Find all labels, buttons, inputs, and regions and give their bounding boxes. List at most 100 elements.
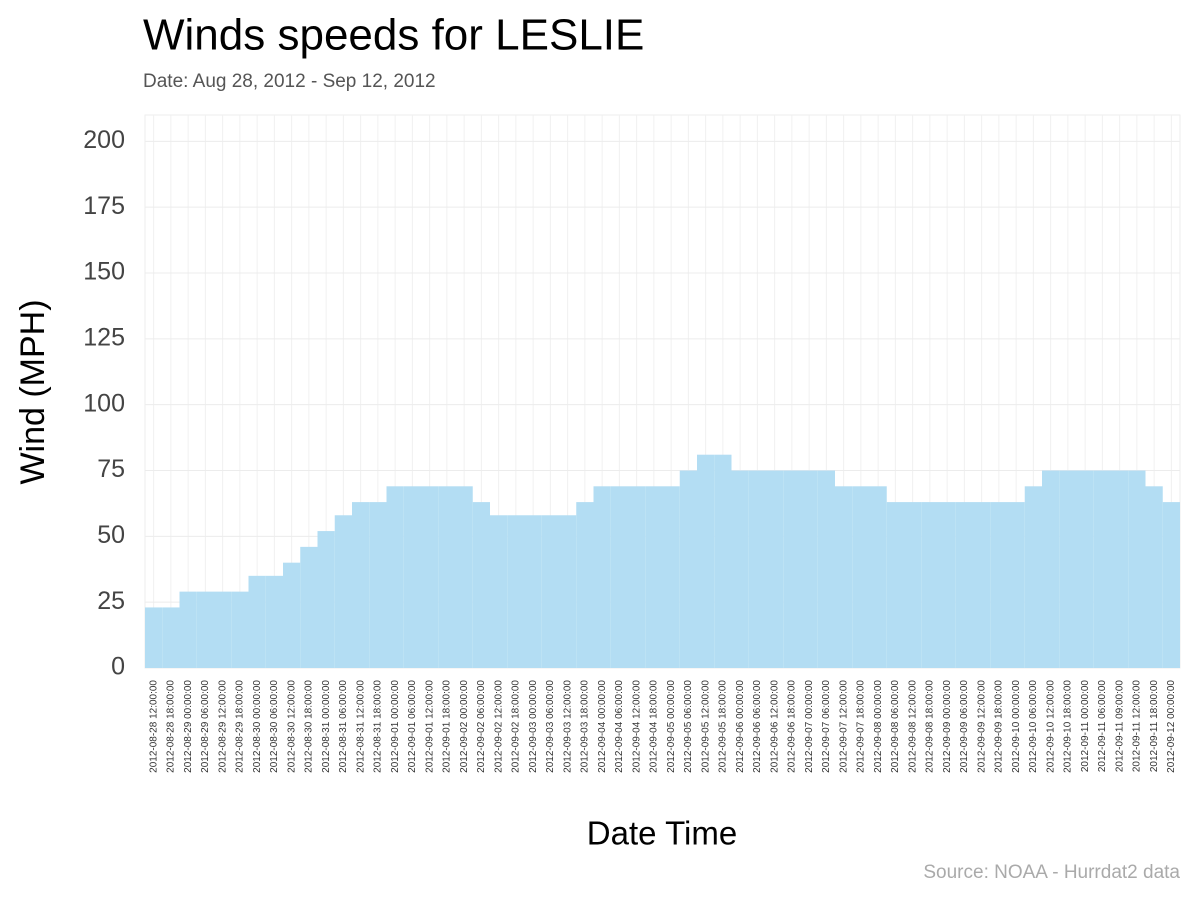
bar [1093, 470, 1111, 668]
bar [938, 502, 956, 668]
bar [1128, 470, 1146, 668]
y-tick-label: 25 [97, 587, 125, 615]
x-tick-label: 2012-09-12 00:00:00 [1166, 680, 1177, 773]
bar [162, 607, 180, 668]
bar [645, 486, 663, 668]
bar [369, 502, 387, 668]
y-tick-label: 0 [111, 653, 125, 681]
x-tick-label: 2012-09-03 06:00:00 [545, 680, 556, 773]
x-tick-label: 2012-09-05 00:00:00 [666, 680, 677, 773]
bar [1024, 486, 1042, 668]
bar [748, 470, 766, 668]
bar [265, 575, 283, 668]
bar [714, 454, 732, 668]
bar [886, 502, 904, 668]
x-tick-label: 2012-09-01 12:00:00 [424, 680, 435, 773]
x-tick-label: 2012-08-31 06:00:00 [338, 680, 349, 773]
x-tick-label: 2012-08-30 00:00:00 [252, 680, 263, 773]
bar [145, 607, 163, 668]
x-tick-label: 2012-09-04 12:00:00 [631, 680, 642, 773]
x-tick-label: 2012-08-30 06:00:00 [269, 680, 280, 773]
bar [1111, 470, 1129, 668]
bar [386, 486, 404, 668]
x-tick-label: 2012-09-07 06:00:00 [821, 680, 832, 773]
bar [283, 562, 301, 668]
bar [697, 454, 715, 668]
bar [438, 486, 456, 668]
x-tick-label: 2012-08-31 12:00:00 [355, 680, 366, 773]
x-tick-label: 2012-09-07 12:00:00 [838, 680, 849, 773]
x-tick-label: 2012-09-05 06:00:00 [683, 680, 694, 773]
bar [317, 531, 335, 668]
bar [817, 470, 835, 668]
bar [1007, 502, 1025, 668]
x-tick-label: 2012-09-03 12:00:00 [562, 680, 573, 773]
bar [231, 591, 249, 668]
bar [1162, 502, 1180, 668]
x-tick-label: 2012-09-11 09:00:00 [1114, 680, 1125, 773]
bar [179, 591, 197, 668]
x-tick-label: 2012-09-02 18:00:00 [511, 680, 522, 773]
bar [800, 470, 818, 668]
x-tick-label: 2012-09-08 18:00:00 [925, 680, 936, 773]
x-tick-label: 2012-09-06 18:00:00 [787, 680, 798, 773]
bar [541, 515, 559, 668]
bar [1059, 470, 1077, 668]
x-tick-label: 2012-09-10 18:00:00 [1063, 680, 1074, 773]
x-tick-label: 2012-09-09 00:00:00 [942, 680, 953, 773]
bar [1145, 486, 1163, 668]
y-tick-label: 200 [83, 126, 125, 154]
x-tick-label: 2012-09-10 00:00:00 [1011, 680, 1022, 773]
x-tick-label: 2012-08-28 12:00:00 [148, 680, 159, 773]
x-tick-label: 2012-09-11 06:00:00 [1097, 680, 1108, 773]
bar [490, 515, 508, 668]
chart-title: Winds speeds for LESLIE [143, 11, 644, 60]
bar [455, 486, 473, 668]
bar [610, 486, 628, 668]
bar [1076, 470, 1094, 668]
bar [1042, 470, 1060, 668]
bar [334, 515, 352, 668]
bar [904, 502, 922, 668]
x-tick-label: 2012-09-04 06:00:00 [614, 680, 625, 773]
y-tick-label: 175 [83, 192, 125, 220]
y-tick-label: 100 [83, 389, 125, 417]
x-tick-label: 2012-09-02 12:00:00 [493, 680, 504, 773]
x-tick-label: 2012-09-02 06:00:00 [476, 680, 487, 773]
x-tick-label: 2012-09-07 00:00:00 [804, 680, 815, 773]
bar [248, 575, 266, 668]
x-tick-label: 2012-09-09 06:00:00 [959, 680, 970, 773]
bar [524, 515, 542, 668]
bar [507, 515, 525, 668]
bar [766, 470, 784, 668]
bar [973, 502, 991, 668]
source-note: Source: NOAA - Hurrdat2 data [923, 862, 1180, 883]
x-tick-label: 2012-09-05 12:00:00 [700, 680, 711, 773]
x-tick-label: 2012-08-30 12:00:00 [286, 680, 297, 773]
x-tick-label: 2012-08-29 06:00:00 [200, 680, 211, 773]
x-tick-label: 2012-09-08 00:00:00 [873, 680, 884, 773]
x-tick-label: 2012-09-07 18:00:00 [856, 680, 867, 773]
bar [576, 502, 594, 668]
bar [731, 470, 749, 668]
bar [593, 486, 611, 668]
bar [955, 502, 973, 668]
bar [300, 546, 318, 668]
bar [869, 486, 887, 668]
x-tick-label: 2012-09-04 18:00:00 [649, 680, 660, 773]
bar [990, 502, 1008, 668]
x-tick-label: 2012-09-11 18:00:00 [1149, 680, 1160, 773]
x-tick-label: 2012-09-10 12:00:00 [1045, 680, 1056, 773]
y-tick-label: 50 [97, 521, 125, 549]
x-tick-label: 2012-09-08 06:00:00 [890, 680, 901, 773]
x-tick-label: 2012-09-01 00:00:00 [390, 680, 401, 773]
bar [835, 486, 853, 668]
y-tick-label: 125 [83, 323, 125, 351]
x-axis-title: Date Time [587, 815, 737, 852]
bar [921, 502, 939, 668]
y-axis-title: Wind (MPH) [14, 299, 52, 484]
bar [421, 486, 439, 668]
x-tick-label: 2012-09-09 18:00:00 [994, 680, 1005, 773]
x-tick-label: 2012-09-01 06:00:00 [407, 680, 418, 773]
